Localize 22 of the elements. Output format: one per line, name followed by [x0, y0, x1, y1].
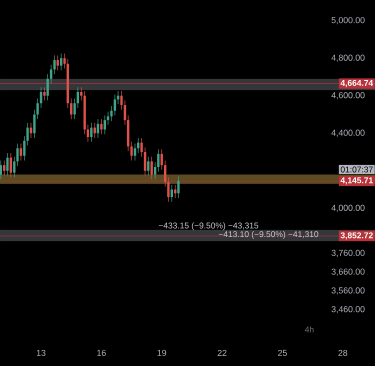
ref-line-label: 4,664.74 [340, 80, 374, 88]
y-tick-label: 3,460.00 [332, 306, 365, 314]
y-tick-label: 5,000.00 [332, 17, 365, 24]
y-tick-label: 3,660.00 [332, 268, 365, 276]
x-tick-label: 19 [158, 350, 166, 356]
y-tick-label: 4,600.00 [331, 92, 365, 100]
x-tick-label: 25 [278, 350, 287, 356]
x-tick-label: 28 [338, 350, 348, 356]
y-tick-label: 3,560.00 [332, 287, 365, 294]
x-tick-label: 13 [36, 350, 46, 356]
y-tick-label: 4,800.00 [331, 54, 365, 62]
x-tick-label: 16 [97, 350, 106, 356]
y-tick-label: 3,760.00 [332, 250, 365, 257]
annotation: −413.10 (−9.50%) −41,310 [218, 230, 318, 239]
annotation: 4h [304, 326, 314, 332]
y-tick-label: 4,400.00 [331, 130, 365, 137]
ref-line-label: 4,145.71 [340, 177, 373, 185]
annotation: −433.15 (−9.50%) −43,315 [158, 222, 258, 230]
x-tick-label: 22 [218, 350, 226, 356]
y-tick-label: 4,000.00 [331, 204, 365, 212]
ref-line-label: 3,852.72 [340, 232, 373, 240]
annotation: 01:07:37 [340, 166, 373, 172]
